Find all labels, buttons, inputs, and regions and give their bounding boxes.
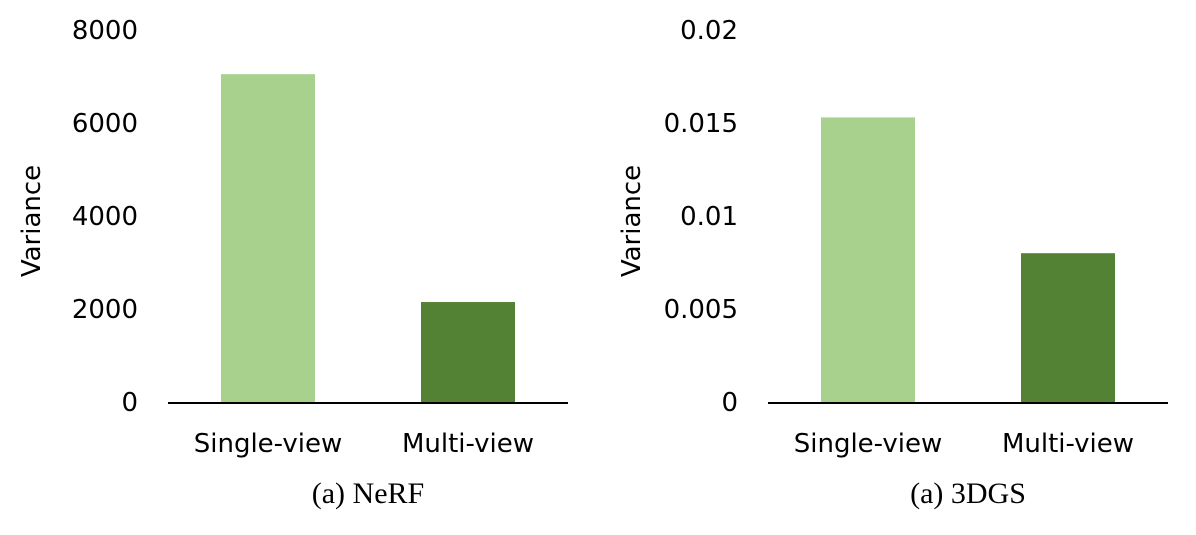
bar-single-view bbox=[821, 117, 915, 403]
y-tick-label: 8000 bbox=[72, 16, 138, 46]
y-tick-label: 2000 bbox=[72, 295, 138, 325]
x-tick-label: Single-view bbox=[794, 429, 942, 459]
bar-single-view bbox=[221, 74, 315, 403]
bar-multi-view bbox=[1021, 253, 1115, 402]
y-tick-label: 0.01 bbox=[680, 202, 738, 232]
y-axis-label: Variance bbox=[617, 165, 647, 277]
bar-multi-view bbox=[421, 302, 515, 402]
x-tick-label: Multi-view bbox=[402, 429, 534, 459]
chart-nerf: 0 2000 4000 6000 8000 Variance Single-view Mult… bbox=[17, 16, 568, 510]
chart-3dgs: 0 0.005 0.01 0.015 0.02 Variance Single-view Mu… bbox=[617, 16, 1168, 510]
chart-caption: (a) 3DGS bbox=[910, 477, 1026, 510]
y-tick-label: 0.02 bbox=[680, 16, 738, 46]
y-tick-label: 6000 bbox=[72, 109, 138, 139]
y-tick-label: 0.005 bbox=[664, 295, 738, 325]
y-tick-label: 0.015 bbox=[664, 109, 738, 139]
x-tick-label: Multi-view bbox=[1002, 429, 1134, 459]
y-tick-label: 0 bbox=[721, 388, 738, 418]
x-tick-label: Single-view bbox=[194, 429, 342, 459]
y-axis-label: Variance bbox=[17, 165, 47, 277]
chart-caption: (a) NeRF bbox=[312, 477, 424, 510]
y-tick-label: 4000 bbox=[72, 202, 138, 232]
y-tick-label: 0 bbox=[121, 388, 138, 418]
